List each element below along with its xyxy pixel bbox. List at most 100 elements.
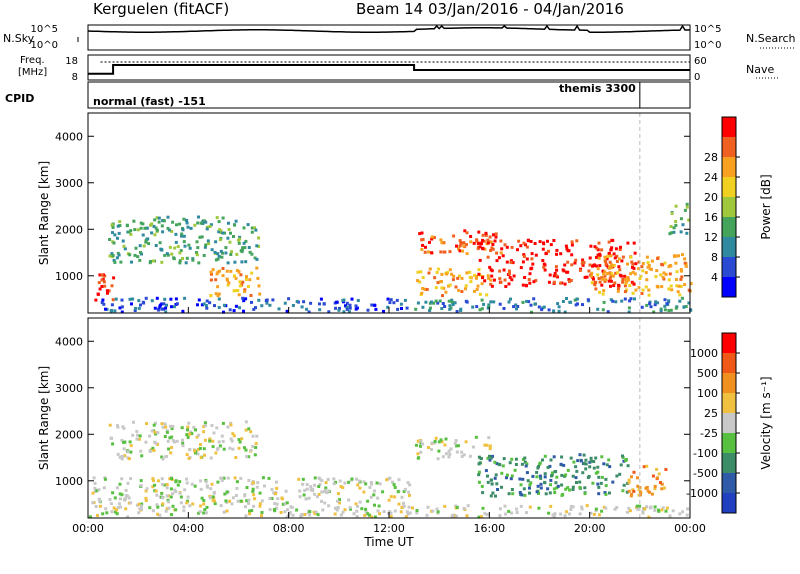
- power-echo-cell: [170, 305, 173, 309]
- velocity-echo-cell: [163, 422, 167, 426]
- velocity-echo-cell: [483, 512, 487, 516]
- velocity-echo-cell: [397, 478, 401, 482]
- velocity-echo-cell: [608, 465, 612, 469]
- power-echo-cell: [645, 278, 649, 282]
- power-echo-cell: [233, 223, 236, 227]
- power-echo-cell: [621, 280, 625, 284]
- power-echo-cell: [504, 285, 508, 288]
- velocity-echo-cell: [552, 487, 556, 491]
- power-echo-cell: [623, 290, 627, 294]
- velocity-echo-cell: [244, 505, 247, 509]
- power-echo-cell: [641, 288, 645, 292]
- velocity-echo-cell: [181, 441, 185, 445]
- velocity-echo-cell: [370, 482, 373, 486]
- power-echo-cell: [450, 272, 454, 276]
- power-echo-cell: [623, 284, 627, 288]
- velocity-echo-cell: [94, 505, 98, 508]
- power-echo-cell: [603, 279, 607, 283]
- velocity-echo-cell: [338, 498, 341, 502]
- velocity-echo-cell: [576, 459, 580, 463]
- power-echo-cell: [166, 215, 170, 219]
- power-echo-cell: [683, 261, 687, 265]
- power-echo-cell: [221, 274, 225, 278]
- velocity-echo-cell: [151, 446, 155, 450]
- power-echo-cell: [216, 257, 220, 261]
- power-echo-cell: [101, 298, 105, 302]
- velocity-echo-cell: [376, 496, 380, 500]
- velocity-echo-cell: [313, 483, 317, 487]
- velocity-echo-cell: [199, 443, 202, 446]
- velocity-echo-cell: [139, 479, 143, 483]
- power-echo-cell: [405, 306, 409, 310]
- velocity-echo-cell: [357, 479, 361, 483]
- velocity-echo-cell: [453, 441, 457, 445]
- power-echo-cell: [640, 265, 644, 269]
- velocity-echo-cell: [308, 513, 312, 517]
- power-echo-cell: [291, 304, 295, 307]
- velocity-echo-cell: [627, 489, 631, 493]
- velocity-echo-cell: [591, 481, 595, 485]
- power-echo-cell: [525, 299, 529, 303]
- power-echo-cell: [510, 278, 514, 282]
- power-echo-cell: [271, 298, 275, 302]
- power-echo-cell: [652, 310, 656, 314]
- power-echo-cell: [565, 247, 569, 251]
- velocity-echo-cell: [320, 499, 323, 503]
- power-echo-cell: [213, 250, 217, 254]
- power-echo-cell: [178, 222, 182, 226]
- velocity-echo-cell: [154, 421, 157, 425]
- power-echo-cell: [209, 278, 213, 282]
- velocity-echo-cell: [233, 476, 237, 480]
- power-echo-cell: [207, 242, 211, 246]
- velocity-echo-cell: [115, 512, 119, 516]
- velocity-echo-cell: [622, 459, 626, 463]
- velocity-echo-cell: [498, 463, 502, 467]
- velocity-echo-cell: [403, 487, 407, 491]
- power-echo-cell: [253, 256, 257, 260]
- velocity-echo-cell: [324, 486, 328, 490]
- power-echo-cell: [268, 303, 272, 307]
- power-echo-cell: [154, 226, 158, 230]
- velocity-echo-cell: [309, 488, 313, 492]
- power-echo-cell: [205, 227, 209, 231]
- velocity-echo-cell: [498, 514, 502, 518]
- velocity-echo-cell: [210, 424, 214, 427]
- xtick-label: 00:00: [72, 522, 104, 535]
- power-echo-cell: [609, 284, 612, 288]
- power-echo-cell: [614, 300, 618, 304]
- velocity-echo-cell: [324, 481, 328, 485]
- velocity-echo-cell: [628, 509, 632, 513]
- velocity-echo-cell: [254, 446, 258, 449]
- power-echo-cell: [162, 219, 166, 223]
- power-echo-cell: [205, 306, 209, 310]
- velocity-echo-cell: [449, 447, 453, 451]
- power-echo-cell: [683, 283, 687, 287]
- power-echo-cell: [305, 307, 309, 311]
- power-echo-cell: [521, 260, 525, 264]
- freq-label-line2: [MHz]: [18, 67, 47, 78]
- power-echo-cell: [225, 269, 229, 273]
- velocity-echo-cell: [543, 481, 547, 485]
- power-echo-cell: [493, 239, 497, 243]
- velocity-echo-cell: [355, 509, 359, 513]
- velocity-echo-cell: [552, 515, 556, 519]
- velocity-echo-cell: [167, 506, 171, 510]
- velocity-echo-cell: [229, 423, 233, 427]
- power-echo-cell: [128, 297, 132, 301]
- velocity-echo-cell: [358, 486, 362, 490]
- velocity-echo-cell: [510, 511, 513, 515]
- velocity-echo-cell: [645, 505, 649, 509]
- power-echo-cell: [481, 276, 484, 280]
- xtick-label: 16:00: [473, 522, 505, 535]
- power-echo-cell: [221, 267, 225, 270]
- velocity-echo-cell: [316, 513, 320, 517]
- power-echo-cell: [667, 299, 671, 303]
- power-echo-cell: [482, 302, 486, 306]
- power-echo-cell: [460, 290, 464, 293]
- power-echo-cell: [616, 289, 620, 293]
- velocity-colorbar-label: -1000: [686, 487, 718, 500]
- power-echo-cell: [129, 232, 133, 236]
- velocity-echo-cell: [161, 482, 165, 486]
- velocity-echo-cell: [215, 426, 219, 430]
- velocity-echo-cell: [544, 492, 548, 496]
